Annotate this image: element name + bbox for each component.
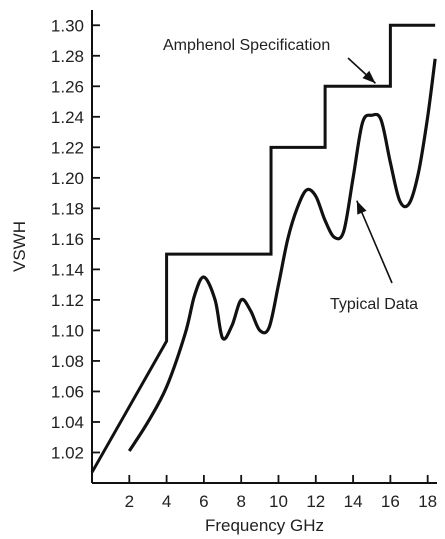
- series: [90, 23, 437, 474]
- y-tick-label: 1.30: [51, 16, 84, 35]
- axes: [91, 10, 437, 484]
- y-tick-label: 1.18: [51, 199, 84, 218]
- x-tick-label: 4: [162, 492, 171, 511]
- y-tick-label: 1.22: [51, 138, 84, 157]
- x-tick-label: 8: [236, 492, 245, 511]
- annotation-typical-data-arrow-line: [356, 200, 393, 284]
- y-tick-label: 1.14: [51, 260, 84, 279]
- x-tick-label: 10: [269, 492, 288, 511]
- y-tick-label: 1.24: [51, 108, 84, 127]
- x-axis-title: Frequency GHz: [205, 516, 324, 535]
- x-tick-label: 16: [381, 492, 400, 511]
- ticks: 1.02 1.04 1.06 1.08 1.10 1.12 1.14 1.16 1.18 1.20…: [51, 16, 437, 511]
- annotation-typical-data-arrowhead: [356, 200, 367, 215]
- y-tick-label: 1.04: [51, 413, 84, 432]
- specification-line: [90, 23, 436, 474]
- typical-data-line: [127, 58, 437, 452]
- y-tick-label: 1.20: [51, 169, 84, 188]
- y-tick-label: 1.28: [51, 47, 84, 66]
- annotation-specification-arrowhead: [362, 70, 376, 84]
- annotation-specification-label: Amphenol Specification: [163, 37, 330, 54]
- y-tick-label: 1.16: [51, 230, 84, 249]
- x-tick-label: 2: [125, 492, 134, 511]
- y-tick-label: 1.02: [51, 443, 84, 462]
- x-tick-label: 14: [344, 492, 363, 511]
- x-tick-label: 6: [199, 492, 208, 511]
- y-tick-label: 1.10: [51, 321, 84, 340]
- annotations: Amphenol Specification Typical Data: [163, 37, 418, 313]
- y-axis-title: VSWH: [10, 221, 29, 272]
- y-tick-label: 1.26: [51, 77, 84, 96]
- y-tick-label: 1.06: [51, 382, 84, 401]
- y-tick-label: 1.12: [51, 291, 84, 310]
- x-tick-label: 18: [418, 492, 437, 511]
- x-tick-label: 12: [306, 492, 325, 511]
- y-tick-label: 1.08: [51, 352, 84, 371]
- annotation-typical-data-label: Typical Data: [330, 296, 418, 313]
